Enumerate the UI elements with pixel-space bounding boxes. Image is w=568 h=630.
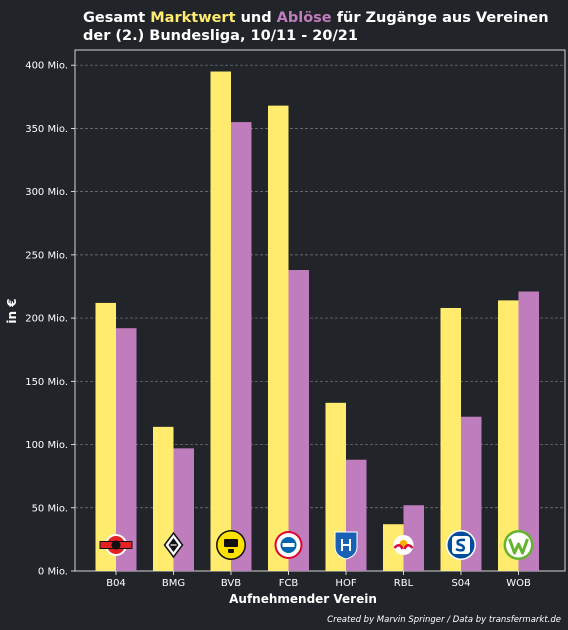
plot-area: [74, 49, 566, 572]
logo-bvb-icon: [216, 530, 246, 560]
x-tick-label-bvb: BVB: [221, 578, 241, 589]
bar-abloese-fcb: [288, 270, 309, 571]
bar-marktwert-b04: [95, 302, 116, 571]
bar-marktwert-s04: [440, 307, 461, 571]
logo-b04-icon: [99, 534, 133, 556]
x-tick-label-b04: B04: [106, 578, 126, 589]
y-tick-label: 0 Mio.: [38, 567, 68, 578]
title-part-0: Gesamt: [83, 10, 150, 26]
bar-abloese-wob: [518, 291, 539, 571]
title-part-4: für Zugänge aus Vereinen: [332, 10, 549, 26]
y-tick-label: 50 Mio.: [32, 503, 68, 514]
y-axis-title: in €: [5, 298, 19, 323]
bar-marktwert-rbl: [383, 524, 404, 571]
bar-marktwert-bvb: [210, 71, 231, 572]
logo-fcb-icon: [274, 531, 303, 559]
bar-marktwert-bmg: [153, 426, 174, 571]
x-axis-ticks: B04 BMG BVB FCB HOF RBL S04 WOB: [106, 571, 531, 589]
x-tick-label-fcb: FCB: [279, 578, 299, 589]
y-tick-label: 300 Mio.: [25, 187, 68, 198]
logo-s04-icon: [446, 530, 476, 560]
title-part-2: und: [236, 10, 277, 26]
y-tick-label: 250 Mio.: [25, 250, 68, 261]
title-part-1: Marktwert: [150, 10, 235, 26]
credit-text: Created by Marvin Springer / Data by tra…: [327, 615, 561, 625]
x-tick-label-s04: S04: [451, 578, 470, 589]
y-tick-label: 150 Mio.: [25, 377, 68, 388]
y-tick-label: 350 Mio.: [25, 124, 68, 135]
chart-title-line-1: Gesamt Marktwert und Ablöse für Zugänge …: [83, 10, 549, 26]
club-logos: [99, 530, 534, 560]
bar-abloese-rbl: [403, 505, 424, 571]
x-axis-title: Aufnehmender Verein: [229, 592, 377, 606]
chart-title-line-2: der (2.) Bundesliga, 10/11 - 20/21: [83, 28, 358, 44]
bar-marktwert-hof: [325, 402, 346, 571]
x-tick-label-rbl: RBL: [394, 578, 414, 589]
bar-abloese-bvb: [231, 122, 252, 572]
bars: [95, 71, 539, 572]
bar-abloese-b04: [116, 328, 137, 571]
logo-rbl-icon: [393, 535, 414, 555]
logo-wob-icon: [503, 530, 534, 560]
logo-hof-icon: [334, 531, 358, 560]
chart-title: Gesamt Marktwert und Ablöse für Zugänge …: [83, 10, 549, 44]
logo-bmg-icon: [163, 531, 184, 559]
title-part-3: Ablöse: [277, 10, 332, 26]
x-tick-label-hof: HOF: [335, 578, 356, 589]
x-tick-label-bmg: BMG: [162, 578, 185, 589]
x-tick-label-wob: WOB: [506, 578, 531, 589]
y-tick-label: 200 Mio.: [25, 314, 68, 325]
y-axis-ticks: 0 Mio. 50 Mio. 100 Mio. 150 Mio. 200 Mio. 250…: [25, 61, 75, 578]
gridlines: [75, 64, 565, 509]
y-tick-label: 400 Mio.: [25, 61, 68, 72]
bar-marktwert-fcb: [268, 105, 289, 571]
bar-marktwert-wob: [498, 300, 519, 571]
y-tick-label: 100 Mio.: [25, 440, 68, 451]
